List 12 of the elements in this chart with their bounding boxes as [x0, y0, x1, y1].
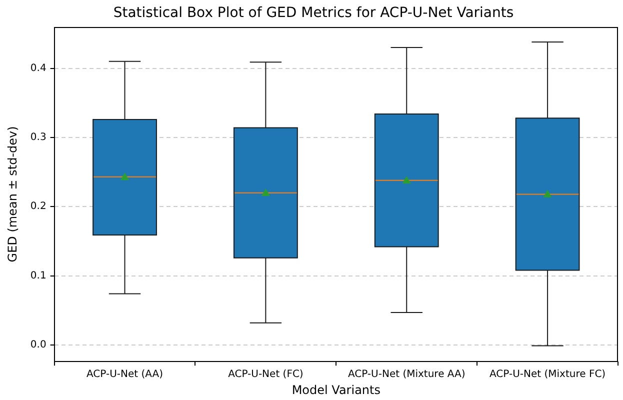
y-tick-label: 0.2 [30, 201, 46, 212]
x-tick-label: ACP-U-Net (FC) [228, 369, 304, 380]
y-tick-label: 0.1 [30, 270, 46, 282]
y-tick-label: 0.3 [30, 132, 46, 144]
x-axis-title: Model Variants [292, 382, 380, 397]
y-tick-label: 0.0 [30, 340, 46, 351]
x-tick-label: ACP-U-Net (AA) [86, 369, 164, 380]
chart-title: Statistical Box Plot of GED Metrics for ACP-U-Net Variants [113, 5, 514, 22]
x-tick-label: ACP-U-Net (Mixture AA) [348, 369, 466, 380]
x-tick-label: ACP-U-Net (Mixture FC) [490, 369, 606, 380]
y-axis-title: GED (mean ± std-dev) [5, 126, 20, 262]
y-tick-label: 0.4 [30, 62, 46, 74]
